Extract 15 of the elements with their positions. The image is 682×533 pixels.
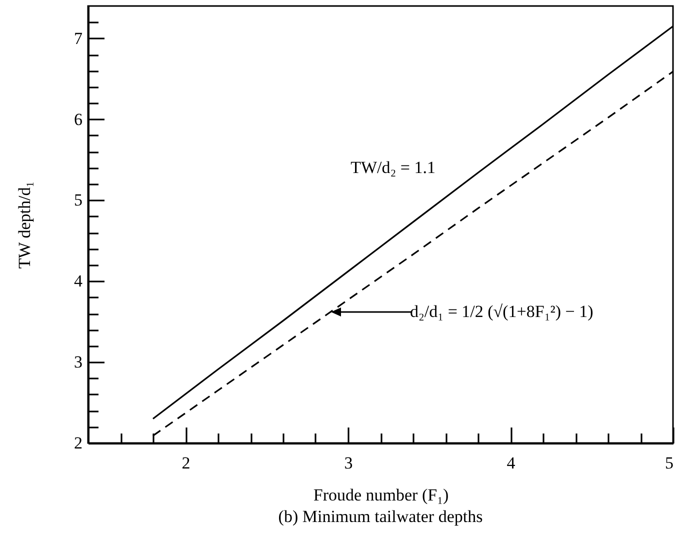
y-tick-label: 6 xyxy=(74,110,82,129)
x-tick-label: 3 xyxy=(344,454,353,472)
annotation: d₂/d₁ = 1/2 (√(1+8F₁²) − 1) xyxy=(410,302,594,321)
y-axis-title: TW depth/d₁ xyxy=(15,181,34,269)
y-tick-label: 7 xyxy=(74,28,83,48)
y-tick-label: 3 xyxy=(74,352,82,372)
x-tick-label: 4 xyxy=(506,454,516,472)
annotation: TW/d₂ = 1.1 xyxy=(350,158,436,177)
x-tick-label: 2 xyxy=(182,454,190,472)
x-tick-label: 5 xyxy=(665,454,674,472)
y-tick-label: 5 xyxy=(74,190,82,210)
y-tick-label: 4 xyxy=(74,272,83,291)
y-tick-label: 2 xyxy=(74,434,82,452)
x-axis-title: Froude number (F₁) xyxy=(313,486,449,504)
text: (b) Minimum tailwater depths xyxy=(278,507,483,526)
